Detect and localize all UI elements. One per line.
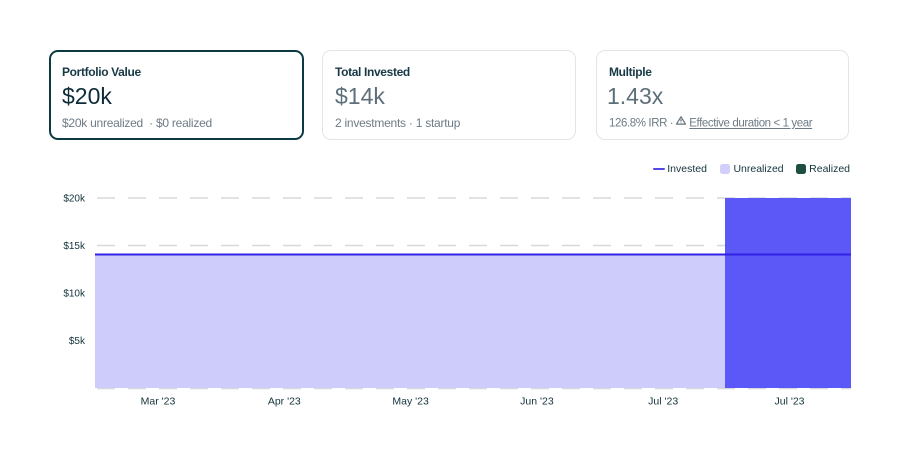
svg-text:$20k: $20k <box>63 194 86 205</box>
svg-text:Jul '23: Jul '23 <box>648 396 678 408</box>
svg-text:$10k: $10k <box>63 289 86 300</box>
svg-text:Apr '23: Apr '23 <box>268 396 301 408</box>
svg-text:Mar '23: Mar '23 <box>141 396 176 408</box>
svg-text:May '23: May '23 <box>392 396 429 408</box>
svg-text:Jul '23: Jul '23 <box>774 396 804 408</box>
svg-text:$15k: $15k <box>63 241 86 252</box>
svg-text:Jun '23: Jun '23 <box>520 396 554 408</box>
svg-text:$5k: $5k <box>69 336 86 347</box>
